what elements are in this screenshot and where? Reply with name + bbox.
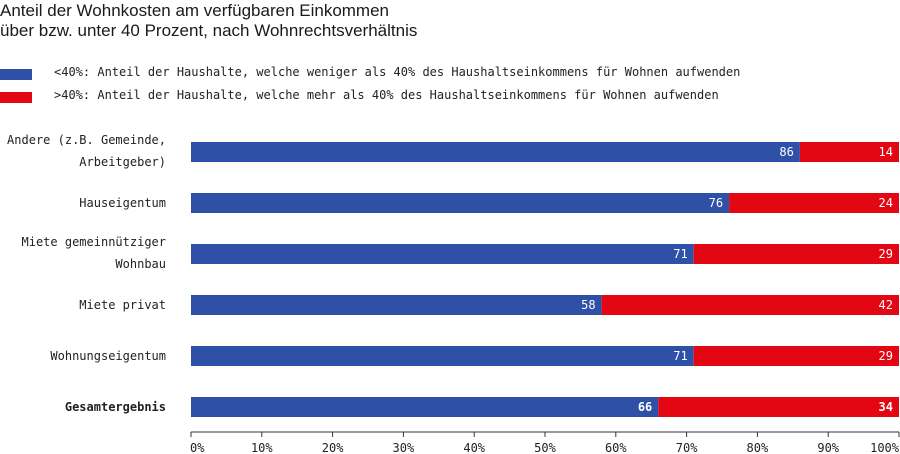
category-label: Miete gemeinnütziger [22,235,167,249]
bar-segment-below-40 [191,244,694,264]
data-label-above-40: 42 [879,298,893,312]
x-tick-label: 20% [322,441,344,454]
bar-segment-below-40 [191,142,800,162]
bar-segment-above-40 [693,244,899,264]
bar-segment-below-40 [191,397,659,417]
data-label-below-40: 71 [673,247,687,261]
category-label: Gesamtergebnis [65,400,166,414]
bar-segment-above-40 [693,346,899,366]
category-label: Wohnungseigentum [50,349,166,363]
x-tick-label: 40% [463,441,485,454]
x-tick-label: 80% [747,441,769,454]
chart-title-line-2: über bzw. unter 40 Prozent, nach Wohnrec… [0,21,418,40]
legend-swatch-above-40 [0,91,32,103]
x-tick-label: 0% [190,441,205,454]
data-label-below-40: 58 [581,298,595,312]
data-label-above-40: 29 [879,247,893,261]
bar-segment-above-40 [658,397,899,417]
bar-segment-below-40 [191,193,730,213]
bar-segment-above-40 [601,295,899,315]
data-label-below-40: 76 [709,196,723,210]
x-tick-label: 60% [605,441,627,454]
legend-label-above-40: >40%: Anteil der Haushalte, welche mehr … [54,88,719,102]
x-tick-label: 30% [393,441,415,454]
data-label-above-40: 14 [879,145,893,159]
category-label: Arbeitgeber) [79,155,166,169]
category-label: Andere (z.B. Gemeinde, [7,133,166,147]
data-label-above-40: 24 [879,196,893,210]
bar-segment-below-40 [191,346,694,366]
legend-label-below-40: <40%: Anteil der Haushalte, welche wenig… [54,65,741,79]
chart-title-line-1: Anteil der Wohnkosten am verfügbaren Ein… [0,1,389,20]
x-tick-label: 90% [817,441,839,454]
data-label-above-40: 29 [879,349,893,363]
data-label-below-40: 66 [638,400,652,414]
x-tick-label: 100% [870,441,900,454]
data-label-above-40: 34 [879,400,893,414]
bar-segment-below-40 [191,295,602,315]
x-tick-label: 70% [676,441,698,454]
category-label: Hauseigentum [79,196,166,210]
category-label: Miete privat [79,298,166,312]
x-tick-label: 10% [251,441,273,454]
bar-segment-above-40 [799,142,899,162]
legend-item-above-40: >40%: Anteil der Haushalte, welche mehr … [0,88,719,105]
data-label-below-40: 71 [673,349,687,363]
legend-swatch-below-40 [0,68,32,80]
legend-item-below-40: <40%: Anteil der Haushalte, welche wenig… [0,65,740,82]
category-label: Wohnbau [115,257,166,271]
data-label-below-40: 86 [779,145,793,159]
bar-segment-above-40 [729,193,899,213]
x-tick-label: 50% [534,441,556,454]
